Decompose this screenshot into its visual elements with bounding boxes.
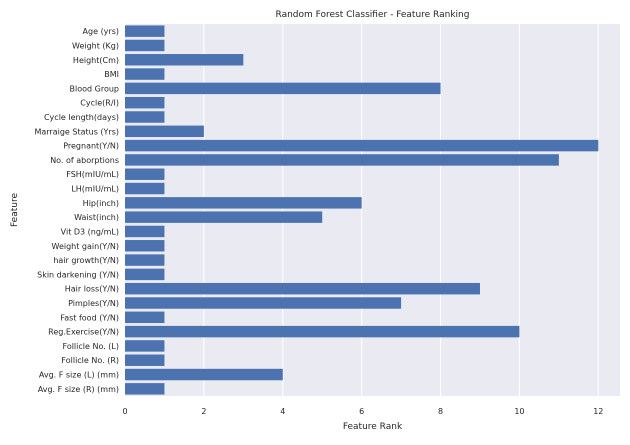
x-tick-label: 8 <box>438 407 443 416</box>
y-tick-label: Age (yrs) <box>83 27 119 36</box>
y-tick-label: Fast food (Y/N) <box>60 313 119 322</box>
y-tick-label: Hair loss(Y/N) <box>65 285 119 294</box>
x-tick-label: 6 <box>359 407 364 416</box>
bar-4 <box>125 82 441 95</box>
y-tick-label: Weight (Kg) <box>72 41 119 50</box>
bar-13 <box>125 211 323 223</box>
bar-10 <box>125 168 165 180</box>
bar-17 <box>125 268 165 281</box>
bar-5 <box>125 96 165 109</box>
bar-3 <box>125 68 165 80</box>
bar-7 <box>125 125 204 138</box>
chart-title: Random Forest Classifier - Feature Ranki… <box>276 10 470 20</box>
x-tick-label: 12 <box>593 407 603 416</box>
x-tick-labels: 0 2 4 6 8 10 12 <box>122 407 603 416</box>
bar-23 <box>125 354 165 366</box>
y-tick-label: Vit D3 (ng/mL) <box>61 227 119 236</box>
bar-19 <box>125 297 402 309</box>
y-tick-label: Pimples(Y/N) <box>68 299 119 308</box>
bar-21 <box>125 325 520 338</box>
y-tick-label: Cycle length(days) <box>44 113 119 122</box>
y-tick-label: BMI <box>104 70 119 79</box>
y-tick-label: Marraige Status (Yrs) <box>34 127 119 136</box>
y-tick-label: Pregnant(Y/N) <box>63 142 119 151</box>
bar-9 <box>125 154 559 166</box>
y-tick-label: Height(Cm) <box>73 56 119 65</box>
bar-2 <box>125 54 244 66</box>
bar-15 <box>125 240 165 252</box>
bar-6 <box>125 111 165 123</box>
bar-16 <box>125 254 165 266</box>
y-tick-label: Follicle No. (R) <box>61 356 119 365</box>
bars <box>125 25 599 395</box>
y-tick-label: Blood Group <box>70 84 119 93</box>
bar-11 <box>125 182 165 195</box>
y-tick-label: Reg.Exercise(Y/N) <box>48 328 119 337</box>
bar-24 <box>125 368 283 381</box>
bar-20 <box>125 311 165 324</box>
x-tick-label: 0 <box>122 407 127 416</box>
bar-0 <box>125 25 165 37</box>
y-tick-label: Avg. F size (R) (mm) <box>38 385 119 394</box>
y-tick-labels: Age (yrs) Weight (Kg) Height(Cm) BMI Blood G… <box>34 27 119 394</box>
bar-8 <box>125 139 599 152</box>
y-tick-label: Follicle No. (L) <box>63 342 120 351</box>
plot-background <box>125 24 620 396</box>
bar-22 <box>125 340 165 352</box>
y-tick-label: LH(mIU/mL) <box>71 185 119 194</box>
x-tick-label: 10 <box>514 407 524 416</box>
x-axis-label: Feature Rank <box>343 422 403 432</box>
x-tick-label: 2 <box>201 407 206 416</box>
y-tick-label: hair growth(Y/N) <box>53 256 119 265</box>
y-tick-label: Skin darkening (Y/N) <box>37 270 119 279</box>
y-tick-label: Hip(inch) <box>83 199 119 208</box>
y-tick-label: Cycle(R/I) <box>80 99 119 108</box>
x-tick-label: 4 <box>280 407 285 416</box>
y-tick-label: Weight gain(Y/N) <box>52 242 120 251</box>
y-tick-label: Avg. F size (L) (mm) <box>39 371 119 380</box>
y-axis-label: Feature <box>10 193 20 227</box>
bar-25 <box>125 383 165 395</box>
bar-12 <box>125 197 362 209</box>
y-tick-label: FSH(mIU/mL) <box>66 170 119 179</box>
bar-14 <box>125 225 165 238</box>
bar-18 <box>125 282 480 295</box>
bar-1 <box>125 39 165 52</box>
y-tick-label: Waist(inch) <box>74 213 119 222</box>
y-tick-label: No. of aborptions <box>50 156 119 165</box>
